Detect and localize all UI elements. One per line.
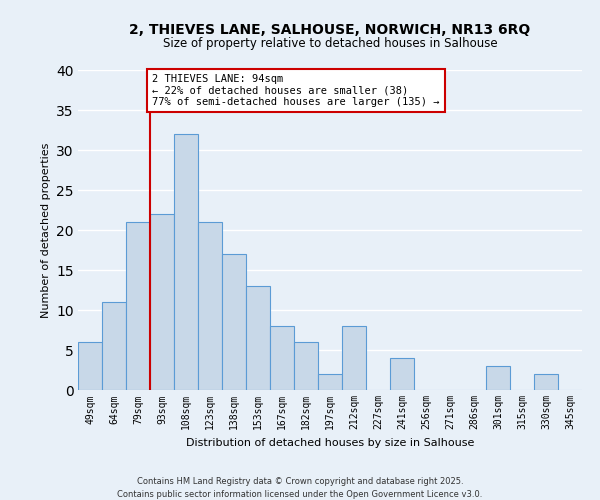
Bar <box>342 326 366 390</box>
Bar <box>294 342 318 390</box>
Bar <box>390 358 414 390</box>
Bar <box>198 222 222 390</box>
Bar <box>222 254 246 390</box>
Bar <box>174 134 198 390</box>
X-axis label: Distribution of detached houses by size in Salhouse: Distribution of detached houses by size … <box>186 438 474 448</box>
Text: 2, THIEVES LANE, SALHOUSE, NORWICH, NR13 6RQ: 2, THIEVES LANE, SALHOUSE, NORWICH, NR13… <box>130 22 530 36</box>
Bar <box>486 366 510 390</box>
Text: Contains public sector information licensed under the Open Government Licence v3: Contains public sector information licen… <box>118 490 482 499</box>
Text: Size of property relative to detached houses in Salhouse: Size of property relative to detached ho… <box>163 38 497 51</box>
Text: Contains HM Land Registry data © Crown copyright and database right 2025.: Contains HM Land Registry data © Crown c… <box>137 478 463 486</box>
Y-axis label: Number of detached properties: Number of detached properties <box>41 142 50 318</box>
Text: 2 THIEVES LANE: 94sqm
← 22% of detached houses are smaller (38)
77% of semi-deta: 2 THIEVES LANE: 94sqm ← 22% of detached … <box>152 74 440 107</box>
Bar <box>270 326 294 390</box>
Bar <box>534 374 558 390</box>
Bar <box>126 222 150 390</box>
Bar <box>150 214 174 390</box>
Bar <box>246 286 270 390</box>
Bar <box>318 374 342 390</box>
Bar <box>102 302 126 390</box>
Bar <box>78 342 102 390</box>
